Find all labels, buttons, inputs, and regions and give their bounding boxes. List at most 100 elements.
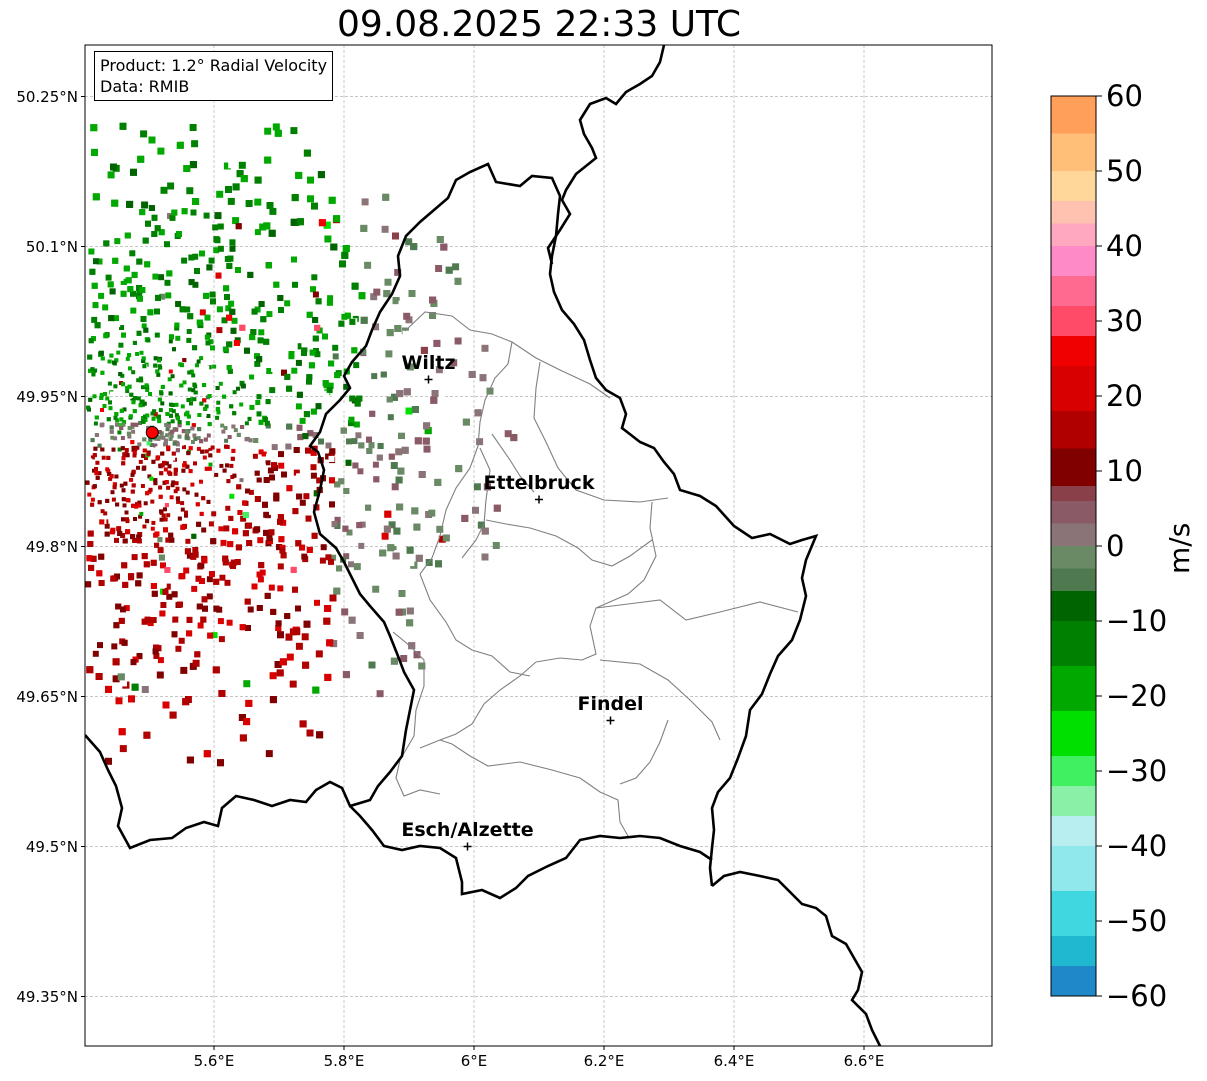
radar-echo: [203, 437, 208, 442]
radar-echo: [118, 422, 123, 427]
radar-echo: [163, 425, 168, 430]
radar-echo: [440, 243, 448, 251]
radar-echo: [382, 193, 390, 201]
radar-echo: [88, 458, 93, 463]
radar-echo: [235, 544, 242, 551]
radar-echo: [341, 313, 348, 320]
radar-echo: [284, 300, 291, 307]
radar-echo: [332, 540, 339, 547]
radar-echo: [224, 294, 230, 300]
radar-echo: [160, 562, 166, 569]
radar-echo: [129, 250, 136, 257]
radar-echo: [204, 404, 209, 409]
radar-echo: [135, 445, 140, 450]
radar-echo: [330, 243, 338, 251]
radar-echo: [193, 390, 198, 395]
radar-echo: [221, 317, 228, 324]
colorbar-unit-label: m/s: [1163, 522, 1196, 574]
radar-echo: [166, 593, 173, 600]
radar-echo: [88, 564, 95, 571]
radar-echo: [109, 474, 114, 479]
radar-echo: [146, 441, 151, 446]
radar-echo: [128, 695, 135, 703]
lon-tick-marks: [213, 1046, 865, 1050]
radar-echo: [360, 224, 368, 232]
radar-echo: [279, 658, 287, 666]
radar-echo: [381, 532, 389, 540]
radar-echo: [160, 581, 167, 588]
radar-echo: [222, 468, 227, 473]
radar-echo: [213, 236, 220, 243]
radar-echo: [381, 225, 389, 233]
radar-echo: [110, 163, 117, 171]
radar-echo: [174, 322, 180, 328]
radar-echo: [197, 413, 202, 417]
radar-echo: [390, 462, 398, 469]
radar-echo: [229, 493, 235, 499]
radar-echo: [341, 251, 349, 259]
radar-echo: [103, 392, 107, 396]
radar-echo: [121, 422, 126, 427]
radar-echo: [192, 547, 199, 553]
radar-echo: [364, 261, 372, 269]
radar-echo: [110, 490, 115, 495]
radar-echo: [159, 471, 164, 476]
radar-echo: [358, 542, 365, 549]
radar-echo: [301, 346, 308, 353]
radar-echo: [330, 554, 337, 561]
radar-echo: [316, 477, 323, 484]
radar-echo: [86, 555, 93, 562]
radar-echo: [190, 426, 195, 431]
radar-echo: [211, 511, 217, 517]
radar-echo: [397, 439, 405, 446]
radar-echo: [192, 681, 200, 689]
radar-echo: [310, 449, 317, 456]
radar-echo: [131, 429, 136, 434]
radar-echo: [110, 575, 117, 582]
radar-echo: [290, 566, 297, 573]
radar-echo: [153, 481, 158, 486]
radar-echo: [328, 452, 335, 459]
radar-echo: [148, 136, 156, 144]
radar-echo: [290, 127, 298, 135]
radar-echo: [112, 482, 117, 487]
radar-echo: [407, 559, 415, 567]
radar-echo: [92, 650, 99, 657]
radar-echo: [413, 523, 421, 531]
radar-echo: [477, 521, 485, 529]
radar-echo: [131, 683, 139, 691]
radar-echo: [390, 657, 398, 665]
radar-echo: [268, 529, 275, 536]
radar-echo: [189, 369, 194, 374]
radar-echo: [181, 208, 188, 215]
radar-echo: [333, 587, 341, 595]
radar-echo: [114, 573, 120, 580]
radar-echo: [254, 496, 261, 502]
radar-echo: [130, 307, 137, 314]
radar-echo: [141, 553, 148, 560]
radar-echo: [113, 436, 118, 441]
radar-echo: [144, 616, 151, 623]
radar-echo: [215, 386, 220, 390]
radar-echo: [176, 442, 180, 447]
radar-echo: [302, 433, 309, 440]
radar-echo: [90, 367, 95, 372]
radar-echo: [299, 544, 305, 551]
radar-echo: [256, 605, 263, 611]
radar-echo: [188, 279, 195, 286]
radar-echo: [107, 171, 115, 179]
radar-echo: [239, 734, 247, 742]
radar-echo: [265, 423, 271, 429]
lat-tick-label: 50.1°N: [25, 237, 78, 256]
radar-echo: [180, 524, 186, 530]
radar-echo: [114, 358, 119, 363]
radar-echo: [130, 440, 135, 445]
colorbar-tick-label: 50: [1106, 154, 1143, 188]
radar-echo: [147, 539, 153, 545]
radar-echo: [141, 323, 147, 329]
radar-echo: [251, 308, 258, 315]
radar-echo: [94, 415, 99, 420]
radar-echo: [115, 502, 120, 507]
radar-echo: [192, 382, 197, 387]
radar-echo: [141, 385, 145, 390]
